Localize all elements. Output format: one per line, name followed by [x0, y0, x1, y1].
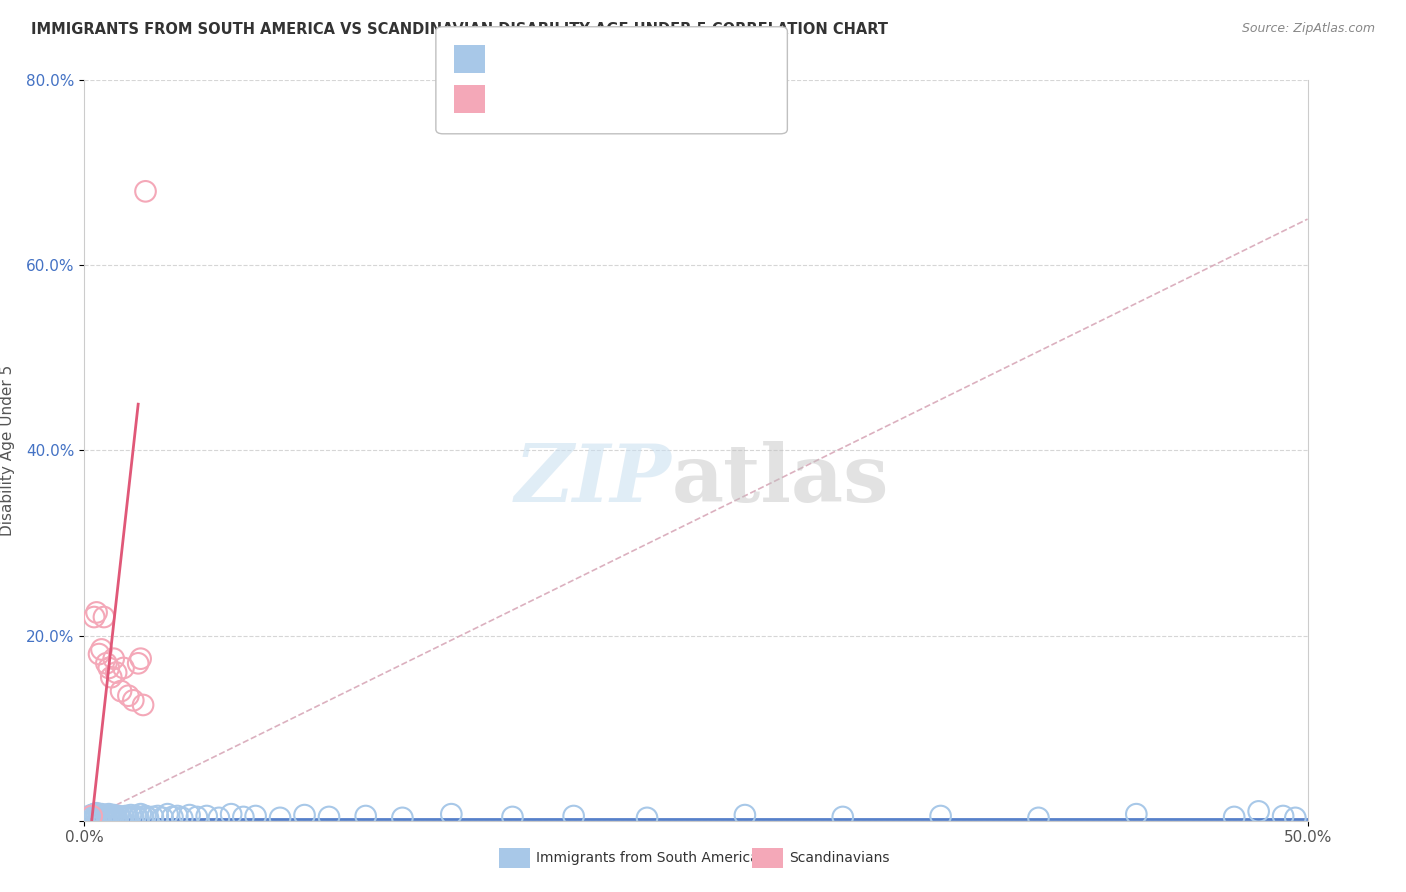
Point [142, 810, 165, 824]
Point [110, 684, 132, 698]
Y-axis label: Disability Age Under 5: Disability Age Under 5 [0, 365, 15, 536]
Point [156, 807, 179, 822]
Text: R = -0.121   N = 69: R = -0.121 N = 69 [494, 50, 657, 68]
Text: Scandinavians: Scandinavians [789, 851, 889, 865]
Point [105, 810, 128, 824]
Point [86, 606, 108, 620]
Point [96, 808, 118, 822]
Point [97, 811, 120, 825]
Text: IMMIGRANTS FROM SOUTH AMERICA VS SCANDINAVIAN DISABILITY AGE UNDER 5 CORRELATION: IMMIGRANTS FROM SOUTH AMERICA VS SCANDIN… [31, 22, 889, 37]
Text: Immigrants from South America: Immigrants from South America [536, 851, 758, 865]
Point [80, 809, 103, 823]
Point [120, 808, 142, 822]
Text: atlas: atlas [672, 441, 889, 519]
Point [1272, 809, 1295, 823]
Point [129, 651, 152, 665]
Point [208, 811, 231, 825]
Point [96, 657, 118, 671]
Point [86, 810, 108, 824]
Text: ZIP: ZIP [515, 442, 672, 519]
Point [129, 807, 152, 822]
Point [80, 809, 103, 823]
Point [1223, 810, 1246, 824]
Point [132, 698, 155, 712]
Point [122, 810, 145, 824]
Point [127, 811, 149, 825]
Point [93, 809, 115, 823]
Point [83, 811, 105, 825]
Point [112, 810, 135, 824]
Point [1125, 807, 1147, 822]
Point [125, 809, 148, 823]
Point [831, 810, 853, 824]
Text: R = 0.735   N = 19: R = 0.735 N = 19 [494, 90, 651, 108]
Point [219, 807, 242, 822]
Point [97, 661, 120, 675]
Point [294, 808, 316, 822]
Point [87, 808, 110, 822]
Point [195, 809, 218, 823]
Point [93, 610, 115, 624]
Point [83, 807, 105, 822]
Point [391, 811, 413, 825]
Point [76, 810, 98, 824]
Point [179, 808, 201, 822]
Point [502, 810, 524, 824]
Point [136, 811, 159, 825]
Point [103, 811, 125, 825]
Point [90, 642, 112, 657]
Point [186, 810, 208, 824]
Point [80, 808, 103, 822]
Point [115, 809, 138, 823]
Point [122, 693, 145, 707]
Point [562, 809, 585, 823]
Point [232, 810, 254, 824]
Point [103, 651, 125, 665]
Point [135, 809, 157, 823]
Point [100, 810, 122, 824]
Point [354, 809, 377, 823]
Point [172, 811, 194, 825]
Text: Source: ZipAtlas.com: Source: ZipAtlas.com [1241, 22, 1375, 36]
Point [127, 657, 149, 671]
Point [269, 811, 291, 825]
Point [146, 809, 169, 823]
Point [1247, 805, 1270, 819]
Point [117, 811, 139, 825]
Point [734, 808, 756, 822]
Point [1284, 811, 1306, 825]
Point [87, 647, 110, 661]
Point [162, 810, 184, 824]
Point [440, 807, 463, 822]
Point [1028, 811, 1050, 825]
Point [107, 809, 129, 823]
Point [96, 810, 118, 824]
Point [112, 661, 135, 675]
Point [166, 809, 188, 823]
Point [90, 807, 112, 822]
Point [318, 810, 340, 824]
Point [105, 665, 128, 680]
Point [100, 670, 122, 684]
Point [929, 809, 952, 823]
Point [86, 809, 108, 823]
Point [77, 811, 100, 825]
Point [636, 811, 658, 825]
Point [152, 811, 174, 825]
Point [86, 806, 108, 821]
Point [90, 810, 112, 824]
Point [100, 809, 122, 823]
Point [83, 610, 105, 624]
Point [245, 809, 267, 823]
Point [97, 807, 120, 822]
Point [87, 811, 110, 825]
Point [135, 184, 157, 198]
Point [93, 811, 115, 825]
Point [132, 810, 155, 824]
Point [110, 811, 132, 825]
Point [117, 689, 139, 703]
Point [103, 808, 125, 822]
